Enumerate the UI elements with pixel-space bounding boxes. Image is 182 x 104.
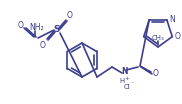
Text: N: N	[121, 66, 127, 76]
Text: O: O	[174, 32, 180, 41]
Text: O: O	[18, 20, 24, 30]
Text: O: O	[153, 69, 159, 79]
Text: H: H	[119, 78, 125, 84]
Text: S: S	[54, 25, 60, 35]
Text: CH₃: CH₃	[152, 35, 164, 41]
Text: NH₂: NH₂	[30, 22, 44, 32]
Text: N: N	[169, 15, 175, 24]
Text: O: O	[40, 40, 46, 50]
Text: +: +	[124, 77, 130, 82]
Text: O: O	[67, 12, 73, 20]
Text: ⁻: ⁻	[130, 82, 134, 87]
Text: Cl: Cl	[124, 84, 130, 90]
